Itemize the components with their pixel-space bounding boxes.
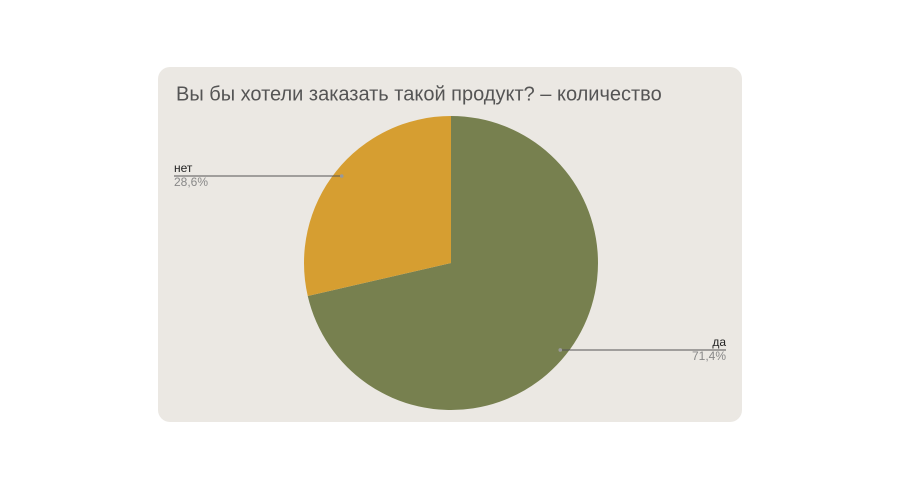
leader-dot <box>339 174 344 178</box>
pie-slice <box>303 116 451 296</box>
pie-slice <box>307 116 598 410</box>
value-label: 71,4% <box>692 349 726 363</box>
slice-label: нет <box>174 161 193 175</box>
value-label: 28,6% <box>174 175 208 189</box>
slice-label: да <box>712 335 726 349</box>
chart-title: Вы бы хотели заказать такой продукт? – к… <box>176 83 662 105</box>
leader-dot <box>558 348 563 352</box>
